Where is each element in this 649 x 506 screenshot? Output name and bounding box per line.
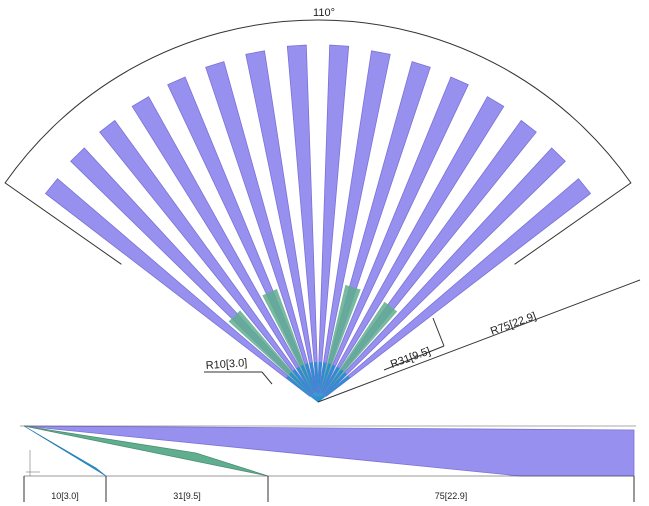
side-view <box>20 425 636 477</box>
side-view-blue-taper <box>23 425 107 477</box>
side-view-purple-taper <box>23 425 635 477</box>
r31-tick <box>432 317 445 347</box>
r75-leader <box>317 279 641 403</box>
fan-blade-blue-tip-16 <box>317 375 350 403</box>
fan-blade-blue-tip-8 <box>314 362 319 402</box>
fan-blade-blue-tip-6 <box>304 363 319 403</box>
r10-tick <box>261 371 273 385</box>
fan-blade-blue-tip-7 <box>309 362 319 402</box>
r31-leader <box>383 345 445 371</box>
bottom-dim-75-label: 75[22.9] <box>435 491 468 501</box>
fan-blade-blue-tip-4 <box>296 366 319 403</box>
bottom-dim-10-label: 10[3.0] <box>51 491 79 501</box>
bottom-dim-31-label: 31[9.5] <box>173 491 201 501</box>
fan-blade-blue-tip-15 <box>317 372 347 403</box>
fan-blades <box>44 44 592 403</box>
angle-dimension-label: 110° <box>313 7 335 19</box>
r75-label: R75[22.9] <box>489 310 538 338</box>
side-view-green-taper <box>23 425 269 477</box>
r10-label: R10[3.0] <box>205 357 247 372</box>
fan-sector-outline <box>4 19 632 265</box>
fan-blade-blue-tip-2 <box>289 372 319 403</box>
fan-blade-blue-tip-5 <box>300 364 319 403</box>
fan-blade-blue-tip-3 <box>292 369 319 403</box>
bottom-dimensions: 10[3.0] 31[9.5] 75[22.9] <box>23 475 635 502</box>
